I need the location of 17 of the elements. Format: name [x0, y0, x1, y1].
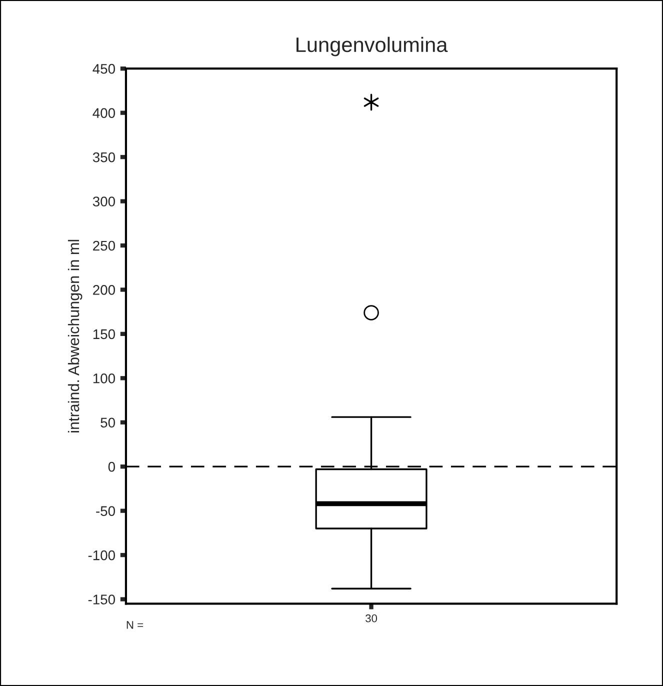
y-axis-title: intraind. Abweichungen in ml	[68, 240, 82, 432]
y-tick-label: 350	[92, 152, 116, 162]
y-tick-label: 300	[92, 196, 116, 206]
y-tick-label: 400	[92, 108, 116, 118]
x-tick-label: 30	[366, 614, 378, 622]
y-tick-label: 100	[93, 373, 116, 384]
y-tick-label: 0	[108, 462, 116, 472]
y-tick-label: 150	[93, 329, 116, 340]
y-tick-label: 200	[93, 285, 116, 295]
text: N =	[126, 621, 144, 629]
y-tick-label: 450	[92, 64, 116, 74]
chart-title: Lungenvolumina	[296, 36, 448, 56]
y-tick-label: 50	[100, 418, 116, 428]
y-tick-label: 250	[93, 240, 116, 251]
y-tick-label: -150	[88, 594, 116, 604]
y-tick-label: -100	[88, 550, 116, 560]
y-tick-label: -50	[96, 506, 116, 516]
